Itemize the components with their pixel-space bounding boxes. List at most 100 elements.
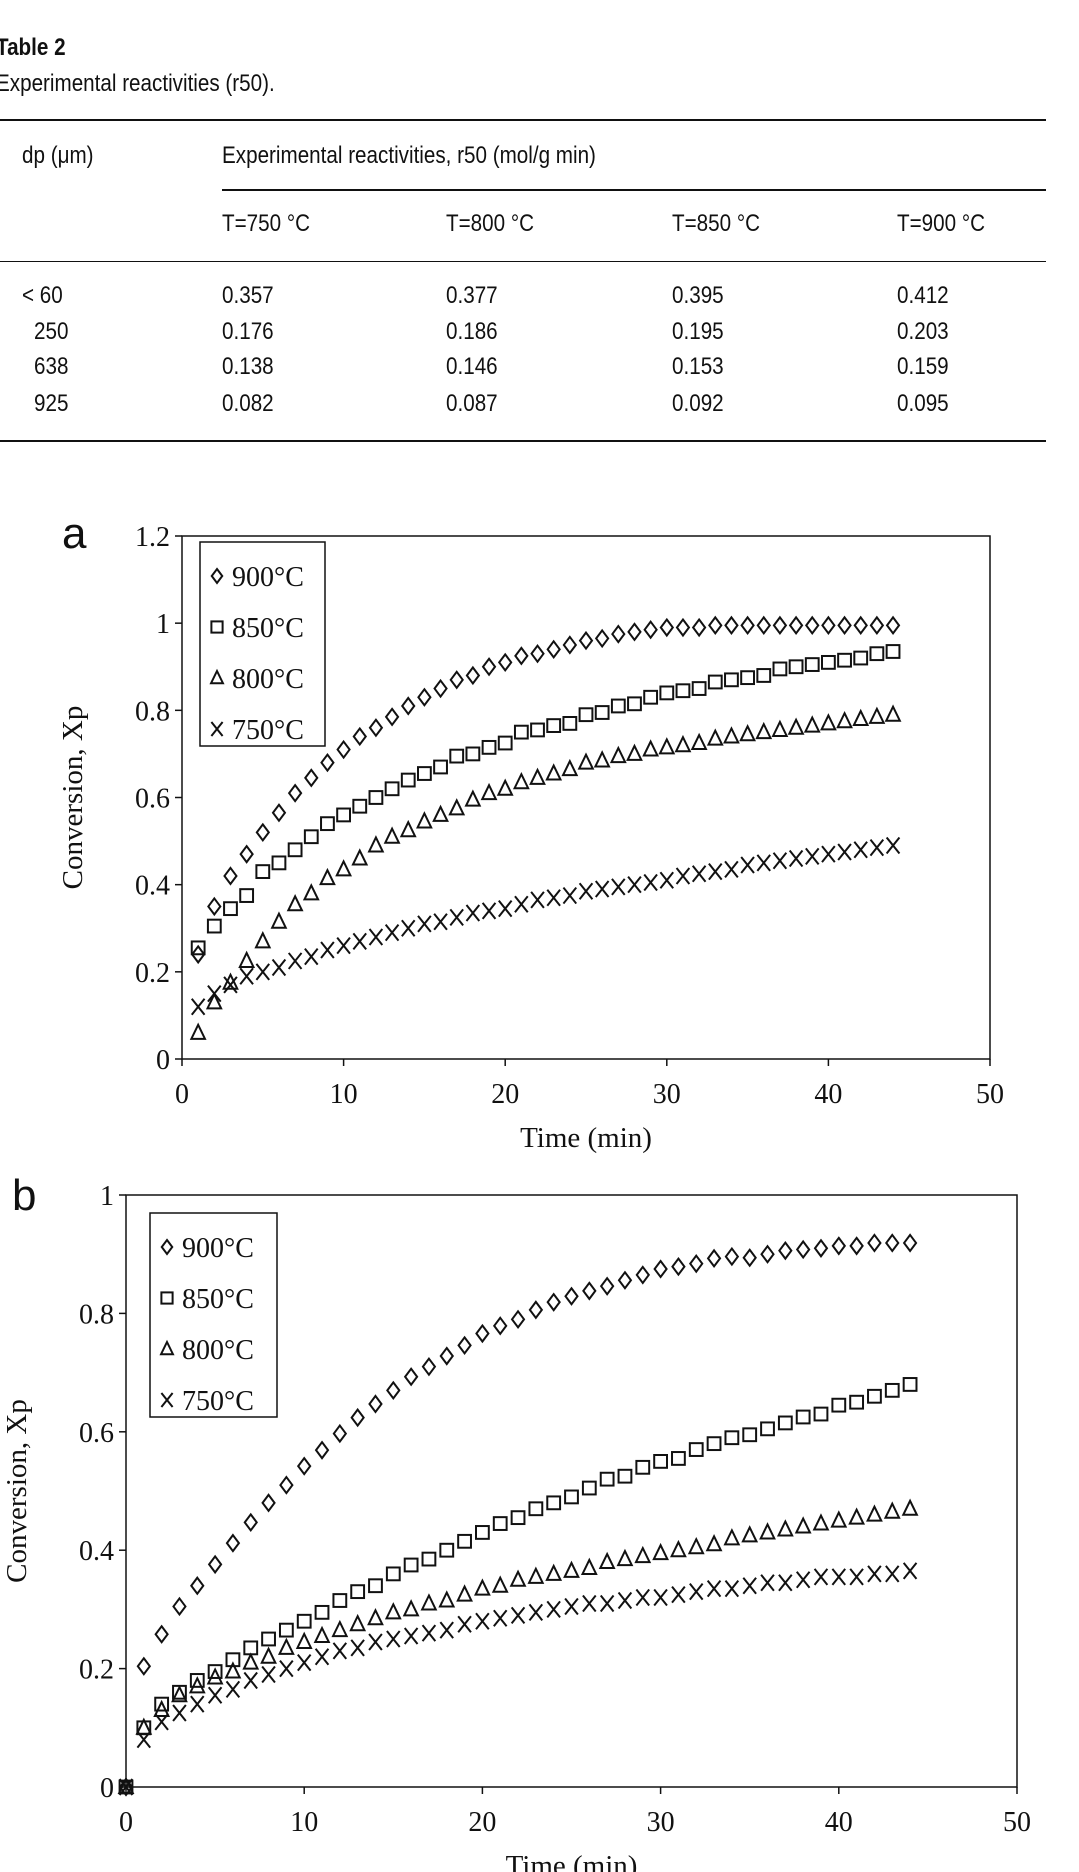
marker-cross <box>475 1612 490 1630</box>
marker-cross <box>740 856 755 874</box>
series-800 <box>117 1498 919 1794</box>
marker-cross <box>279 1659 294 1678</box>
marker-cross <box>742 1577 757 1595</box>
y-tick-label: 0.4 <box>135 871 170 902</box>
marker-triangle <box>238 950 256 968</box>
marker-square <box>497 735 513 751</box>
marker-diamond <box>675 617 691 638</box>
marker-cross <box>368 928 384 946</box>
marker-diamond <box>760 1244 775 1264</box>
marker-diamond <box>706 1248 722 1269</box>
marker-cross <box>611 878 626 896</box>
x-tick-label: 40 <box>825 1807 853 1838</box>
marker-triangle <box>432 804 449 822</box>
legend-label: 850°C <box>182 1284 254 1315</box>
marker-triangle <box>349 1613 367 1632</box>
marker-triangle <box>277 1637 295 1655</box>
table-cell: 0.412 <box>897 282 949 309</box>
marker-cross <box>160 1392 174 1408</box>
marker-triangle <box>580 1557 598 1575</box>
marker-diamond <box>788 615 804 636</box>
marker-square <box>421 1551 437 1567</box>
marker-cross <box>207 1686 223 1704</box>
marker-square <box>190 940 206 956</box>
marker-square <box>884 1382 900 1398</box>
marker-triangle <box>189 1022 207 1040</box>
marker-triangle <box>670 1539 687 1558</box>
group-rule <box>222 189 1046 191</box>
marker-cross <box>643 873 658 892</box>
marker-cross <box>297 1654 312 1672</box>
marker-diamond <box>528 1300 544 1320</box>
marker-triangle <box>883 1501 901 1519</box>
series-800 <box>189 704 902 1040</box>
table-bottom-rule <box>0 440 1046 442</box>
marker-cross <box>514 895 529 913</box>
marker-diamond <box>336 739 351 760</box>
y-tick-label: 0.6 <box>135 784 170 815</box>
marker-cross <box>190 1695 205 1713</box>
marker-triangle <box>901 1498 919 1516</box>
marker-diamond <box>481 657 497 677</box>
marker-triangle <box>561 758 579 777</box>
marker-cross <box>449 908 464 926</box>
marker-diamond <box>688 1254 704 1274</box>
table-cell: 0.082 <box>222 390 274 417</box>
marker-triangle <box>545 763 563 781</box>
marker-diamond <box>279 1475 294 1495</box>
marker-triangle <box>642 739 660 757</box>
marker-square <box>594 705 610 720</box>
marker-triangle <box>335 859 352 877</box>
marker-square <box>849 1394 865 1410</box>
marker-square <box>869 646 885 662</box>
marker-diamond <box>439 1346 455 1366</box>
marker-square <box>804 657 820 672</box>
marker-diamond <box>546 639 561 659</box>
table-cell: 0.159 <box>897 353 949 380</box>
marker-square <box>225 1652 241 1668</box>
marker-square <box>510 1510 526 1526</box>
marker-triangle <box>456 1584 473 1602</box>
marker-diamond <box>562 635 578 655</box>
marker-diamond <box>261 1493 276 1513</box>
marker-square <box>627 696 642 712</box>
table-cell: 0.203 <box>897 318 949 345</box>
marker-cross <box>788 849 804 868</box>
marker-diamond <box>867 1233 882 1253</box>
marker-diamond <box>659 617 675 638</box>
marker-diamond <box>271 803 287 823</box>
row-particle-size: 638 <box>34 353 69 380</box>
marker-square <box>867 1388 882 1404</box>
marker-triangle <box>674 734 692 753</box>
marker-triangle <box>723 1528 741 1546</box>
marker-diamond <box>350 1407 365 1428</box>
marker-diamond <box>849 1236 864 1256</box>
marker-triangle <box>224 1661 242 1679</box>
marker-square <box>530 722 545 738</box>
marker-diamond <box>635 1265 651 1285</box>
marker-diamond <box>190 1576 205 1596</box>
marker-cross <box>724 1580 740 1598</box>
marker-cross <box>352 932 367 950</box>
marker-triangle <box>367 835 385 853</box>
marker-cross <box>190 998 206 1016</box>
marker-square <box>303 829 319 845</box>
marker-diamond <box>465 665 481 686</box>
marker-square <box>707 674 723 690</box>
marker-diamond <box>154 1624 169 1644</box>
marker-cross <box>118 1778 134 1796</box>
marker-square <box>433 759 448 775</box>
marker-triangle <box>384 1602 402 1620</box>
marker-triangle <box>634 1545 652 1564</box>
marker-cross <box>465 904 481 922</box>
marker-cross <box>821 845 836 863</box>
legend-label: 750°C <box>232 715 304 746</box>
marker-cross <box>417 915 432 933</box>
table-cell: 0.176 <box>222 318 274 345</box>
y-tick-label: 0.8 <box>135 696 170 727</box>
marker-diamond <box>403 1367 419 1387</box>
table-cell: 0.095 <box>897 390 949 417</box>
marker-triangle <box>563 1560 580 1578</box>
marker-cross <box>831 1568 846 1586</box>
